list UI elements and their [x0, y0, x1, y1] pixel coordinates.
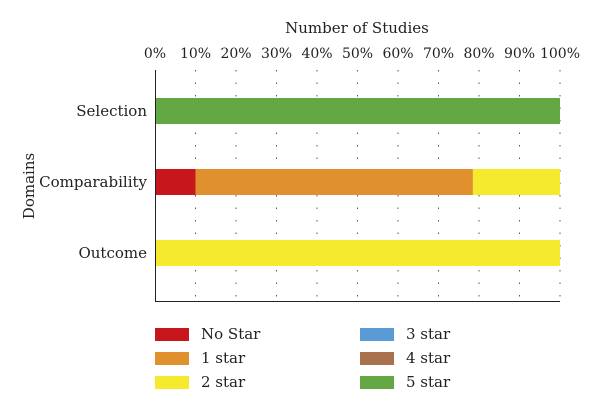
bar-segment [155, 240, 560, 266]
legend-label: 4 star [406, 349, 451, 367]
x-tick-label: 100% [540, 46, 580, 62]
x-tick-label: 70% [423, 46, 454, 62]
bar-segment [155, 98, 560, 124]
legend-label: No Star [201, 325, 261, 343]
bar-segment [195, 169, 473, 195]
x-tick-label: 0% [144, 46, 166, 62]
category-label: Outcome [78, 244, 147, 262]
x-tick-label: 60% [382, 46, 413, 62]
x-tick-label: 90% [504, 46, 535, 62]
x-tick-label: 40% [301, 46, 332, 62]
legend-item: No Star [155, 325, 260, 343]
legend-item: 4 star [360, 349, 450, 367]
legend: No Star 1 star 2 star 3 star 4 star 5 star [155, 325, 555, 395]
category-labels: Selection Comparability Outcome [39, 102, 147, 262]
legend-label: 5 star [406, 373, 451, 391]
legend-item: 1 star [155, 349, 245, 367]
x-tick-label: 80% [463, 46, 494, 62]
x-tick-label: 10% [180, 46, 211, 62]
legend-swatch [155, 327, 189, 341]
bar-segment [155, 169, 196, 195]
legend-label: 1 star [201, 349, 246, 367]
y-axis-title: Domains [20, 153, 38, 219]
legend-swatch [360, 351, 394, 365]
legend-item: 2 star [155, 373, 245, 391]
x-tick-labels: 0% 10% 20% 30% 40% 50% 60% 70% 80% 90% 100% [144, 46, 580, 62]
x-axis-title: Number of Studies [285, 19, 429, 37]
bar-segment [472, 169, 560, 195]
legend-label: 2 star [201, 373, 246, 391]
category-label: Comparability [39, 173, 147, 191]
legend-swatch [360, 375, 394, 389]
legend-label: 3 star [406, 325, 451, 343]
legend-swatch [155, 351, 189, 365]
bars [155, 98, 560, 266]
x-tick-label: 50% [342, 46, 373, 62]
legend-item: 5 star [360, 373, 450, 391]
legend-swatch [155, 375, 189, 389]
category-label: Selection [76, 102, 147, 120]
legend-swatch [360, 327, 394, 341]
x-tick-label: 30% [261, 46, 292, 62]
x-tick-label: 20% [220, 46, 251, 62]
legend-item: 3 star [360, 325, 450, 343]
